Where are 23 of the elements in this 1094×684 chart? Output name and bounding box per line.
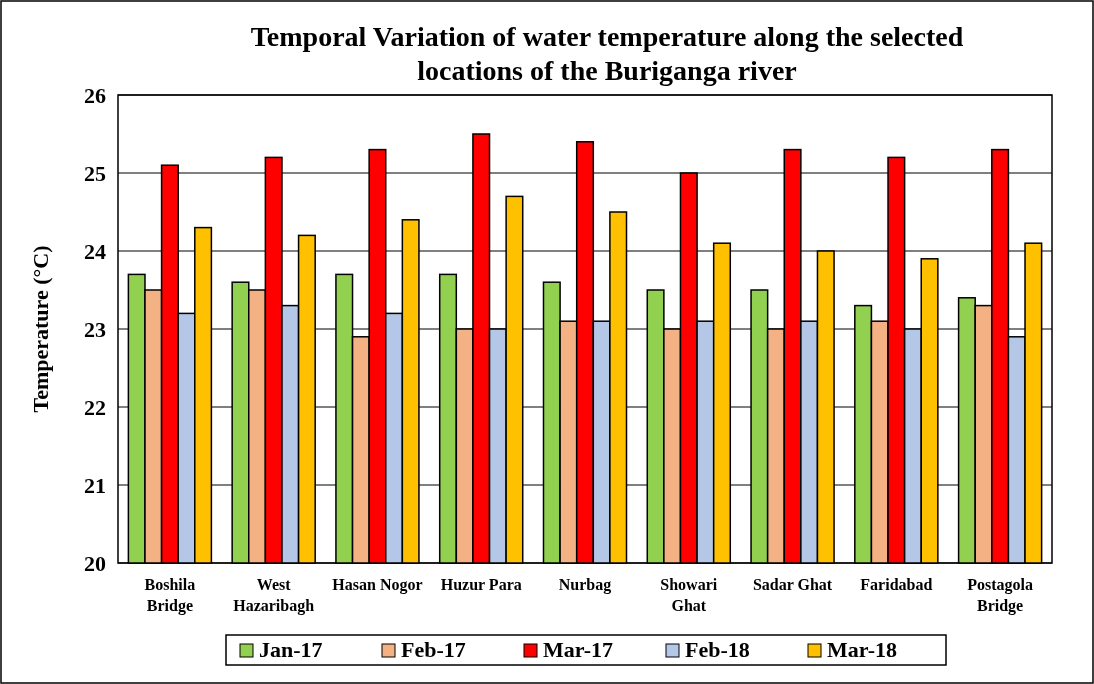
legend-label: Mar-18 <box>827 637 898 662</box>
x-tick-label: West Hazaribagh <box>233 576 315 615</box>
y-tick-label: 25 <box>84 160 106 186</box>
legend-label: Feb-18 <box>685 637 750 662</box>
y-tick-label: 26 <box>84 82 106 108</box>
legend-label: Feb-17 <box>401 637 466 662</box>
x-tick-label: Showari Ghat <box>660 576 718 614</box>
y-tick-label: 21 <box>84 472 106 498</box>
x-tick-label: Postagola Bridge <box>967 576 1033 615</box>
x-tick-label: Faridabad <box>860 576 933 593</box>
x-tick-label: Sadar Ghat <box>752 576 833 593</box>
y-tick-label: 24 <box>84 238 106 264</box>
y-tick-label: 20 <box>84 550 106 576</box>
y-axis-title: Temperature (°C) <box>28 245 53 413</box>
legend-label: Jan-17 <box>259 637 323 662</box>
x-tick-label: Huzur Para <box>440 576 522 593</box>
x-tick-label: Nurbag <box>558 576 612 594</box>
x-tick-label: Boshila Bridge <box>144 576 196 615</box>
legend-label: Mar-17 <box>543 637 614 662</box>
y-tick-label: 22 <box>84 394 106 420</box>
chart-title: Temporal Variation of water temperature along the selected locations of the Buriganga river <box>250 21 964 86</box>
x-tick-label: Hasan Nogor <box>332 576 423 594</box>
y-tick-label: 23 <box>84 316 106 342</box>
